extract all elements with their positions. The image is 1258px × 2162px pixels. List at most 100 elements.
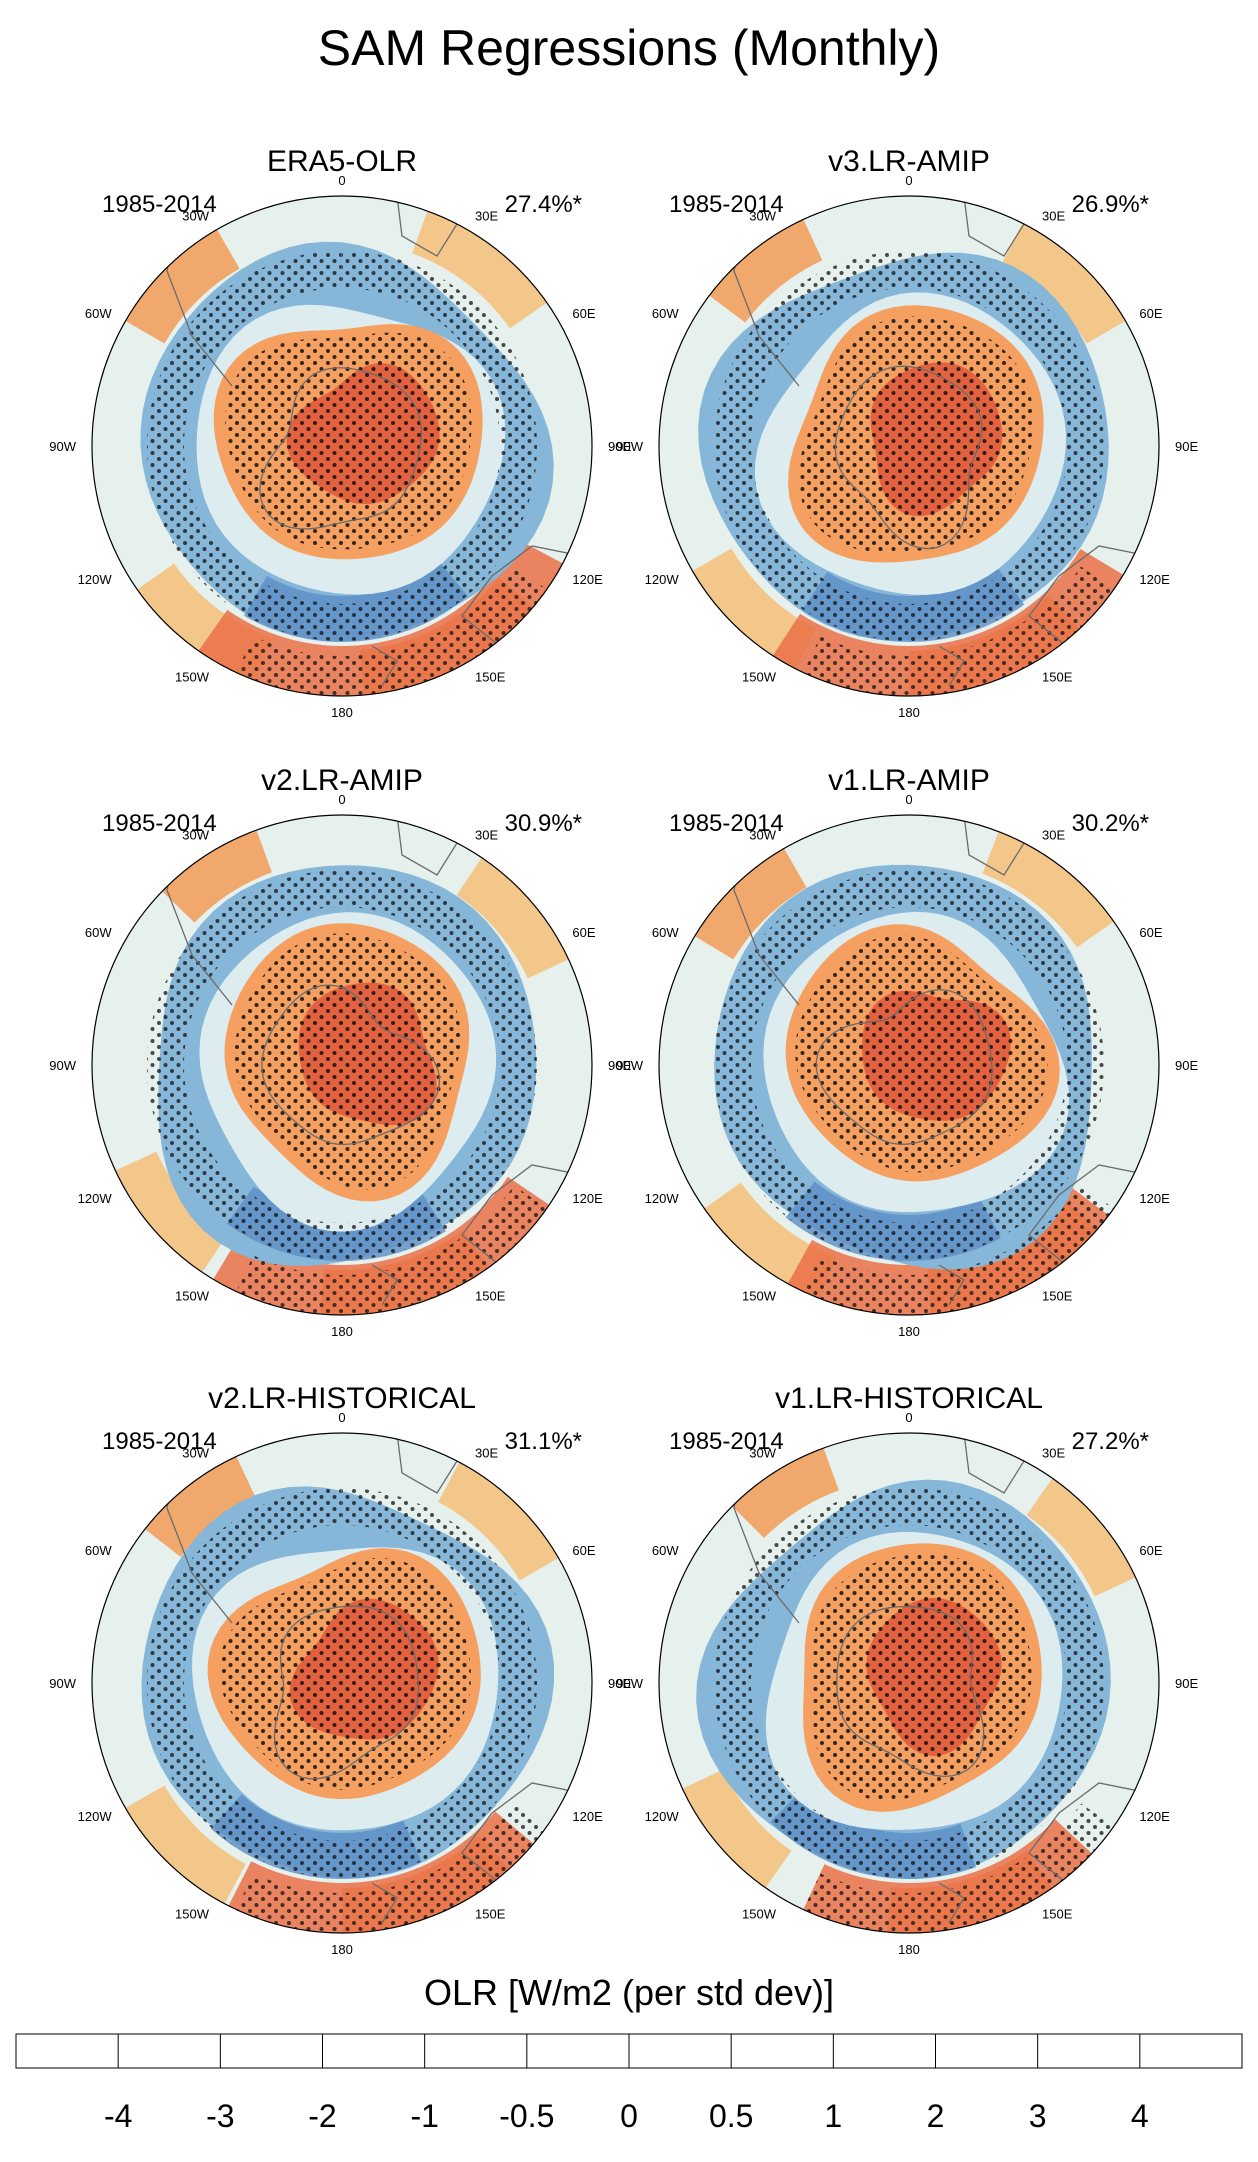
longitude-label: 120E bbox=[572, 572, 603, 587]
panel-period: 1985-2014 bbox=[669, 191, 784, 218]
longitude-label: 60E bbox=[572, 306, 595, 321]
longitude-label: 60E bbox=[572, 925, 595, 940]
longitude-label: 150E bbox=[1042, 1288, 1073, 1303]
longitude-label: 0 bbox=[338, 792, 345, 807]
longitude-label: 120E bbox=[1139, 1809, 1170, 1824]
longitude-label: 90E bbox=[608, 1676, 631, 1691]
map-panel: v1.LR-AMIP 1985-2014 30.2%* 0 30E 60E 90E 120E 1… bbox=[616, 764, 1198, 1339]
colorbar-tick: 4 bbox=[1131, 2098, 1149, 2134]
longitude-label: 60E bbox=[1139, 306, 1162, 321]
longitude-label: 150W bbox=[742, 669, 777, 684]
longitude-label: 120E bbox=[572, 1191, 603, 1206]
longitude-label: 90W bbox=[49, 1676, 76, 1691]
longitude-label: 180 bbox=[898, 1324, 920, 1339]
colorbar-tick: -4 bbox=[104, 2098, 132, 2134]
longitude-label: 150E bbox=[475, 1288, 506, 1303]
longitude-label: 150E bbox=[475, 669, 506, 684]
longitude-label: 180 bbox=[898, 705, 920, 720]
figure-title: SAM Regressions (Monthly) bbox=[318, 20, 940, 76]
longitude-label: 150E bbox=[1042, 669, 1073, 684]
longitude-label: 0 bbox=[905, 792, 912, 807]
panel-grid: ERA5-OLR 1985-2014 27.4%* 0 30E 60E 90E 120E 150… bbox=[49, 145, 1198, 1957]
longitude-label: 0 bbox=[338, 1410, 345, 1425]
panel-period: 1985-2014 bbox=[669, 810, 784, 837]
longitude-label: 30E bbox=[475, 209, 498, 224]
longitude-label: 150W bbox=[742, 1906, 777, 1921]
longitude-label: 60W bbox=[85, 306, 112, 321]
longitude-label: 60W bbox=[652, 306, 679, 321]
longitude-label: 180 bbox=[331, 1942, 353, 1957]
colorbar-tick: 2 bbox=[927, 2098, 945, 2134]
longitude-label: 30W bbox=[182, 828, 209, 843]
map-panel: v2.LR-HISTORICAL 1985-2014 31.1%* 0 30E 60E 90… bbox=[49, 1382, 631, 1957]
colorbar-tick: -3 bbox=[206, 2098, 234, 2134]
longitude-label: 180 bbox=[898, 1942, 920, 1957]
longitude-label: 30E bbox=[1042, 828, 1065, 843]
longitude-label: 150W bbox=[742, 1288, 777, 1303]
longitude-label: 0 bbox=[905, 1410, 912, 1425]
longitude-label: 30E bbox=[1042, 209, 1065, 224]
longitude-label: 90W bbox=[616, 439, 643, 454]
olr-field bbox=[92, 1433, 592, 1933]
panel-variance: 27.4%* bbox=[505, 191, 582, 218]
longitude-label: 30E bbox=[1042, 1446, 1065, 1461]
longitude-label: 30W bbox=[749, 1446, 776, 1461]
panel-title: v3.LR-AMIP bbox=[828, 145, 990, 178]
longitude-label: 0 bbox=[905, 173, 912, 188]
longitude-label: 60W bbox=[652, 925, 679, 940]
longitude-label: 150E bbox=[1042, 1906, 1073, 1921]
colorbar: OLR [W/m2 (per std dev)] -4 -3 -2 -1 -0.5 0 0.… bbox=[15, 1972, 1243, 2134]
longitude-label: 180 bbox=[331, 1324, 353, 1339]
colorbar-tick: 0 bbox=[620, 2098, 638, 2134]
panel-period: 1985-2014 bbox=[669, 1428, 784, 1455]
longitude-label: 90E bbox=[608, 1058, 631, 1073]
panel-variance: 30.9%* bbox=[505, 810, 582, 837]
longitude-label: 60W bbox=[85, 1543, 112, 1558]
map-panel: ERA5-OLR 1985-2014 27.4%* 0 30E 60E 90E 120E 150… bbox=[49, 145, 631, 720]
longitude-label: 60E bbox=[572, 1543, 595, 1558]
panel-title: v1.LR-HISTORICAL bbox=[775, 1382, 1043, 1415]
longitude-label: 120W bbox=[645, 1809, 680, 1824]
longitude-label: 90E bbox=[1175, 1058, 1198, 1073]
longitude-label: 180 bbox=[331, 705, 353, 720]
colorbar-label: OLR [W/m2 (per std dev)] bbox=[424, 1972, 834, 2013]
map-boundary bbox=[658, 1432, 1160, 1934]
longitude-label: 90E bbox=[1175, 439, 1198, 454]
olr-field bbox=[659, 815, 1159, 1315]
colorbar-tick: -0.5 bbox=[499, 2098, 554, 2134]
panel-title: ERA5-OLR bbox=[267, 145, 417, 178]
olr-field bbox=[92, 815, 592, 1315]
map-boundary bbox=[91, 195, 593, 697]
longitude-label: 120E bbox=[1139, 1191, 1170, 1206]
longitude-label: 90W bbox=[49, 1058, 76, 1073]
longitude-label: 150E bbox=[475, 1906, 506, 1921]
panel-variance: 26.9%* bbox=[1072, 191, 1149, 218]
olr-field bbox=[659, 196, 1159, 696]
longitude-label: 30W bbox=[749, 828, 776, 843]
longitude-label: 60W bbox=[652, 1543, 679, 1558]
colorbar-tick: 0.5 bbox=[709, 2098, 753, 2134]
longitude-label: 120E bbox=[1139, 572, 1170, 587]
map-boundary bbox=[658, 195, 1160, 697]
colorbar-tick: 3 bbox=[1029, 2098, 1047, 2134]
longitude-label: 30E bbox=[475, 1446, 498, 1461]
longitude-label: 90W bbox=[616, 1058, 643, 1073]
longitude-label: 30W bbox=[182, 209, 209, 224]
longitude-label: 90W bbox=[49, 439, 76, 454]
panel-variance: 31.1%* bbox=[505, 1428, 582, 1455]
map-panel: v2.LR-AMIP 1985-2014 30.9%* 0 30E 60E 90E 120E 1… bbox=[49, 764, 631, 1339]
panel-period: 1985-2014 bbox=[102, 1428, 217, 1455]
longitude-label: 90W bbox=[616, 1676, 643, 1691]
map-panel: v3.LR-AMIP 1985-2014 26.9%* 0 30E 60E 90E 120E 1… bbox=[616, 145, 1198, 720]
longitude-label: 30W bbox=[749, 209, 776, 224]
longitude-label: 0 bbox=[338, 173, 345, 188]
map-boundary bbox=[91, 814, 593, 1316]
longitude-label: 30W bbox=[182, 1446, 209, 1461]
olr-field bbox=[92, 196, 592, 696]
map-boundary bbox=[658, 814, 1160, 1316]
longitude-label: 60E bbox=[1139, 925, 1162, 940]
longitude-label: 150W bbox=[175, 1288, 210, 1303]
longitude-label: 150W bbox=[175, 669, 210, 684]
longitude-label: 120W bbox=[645, 572, 680, 587]
